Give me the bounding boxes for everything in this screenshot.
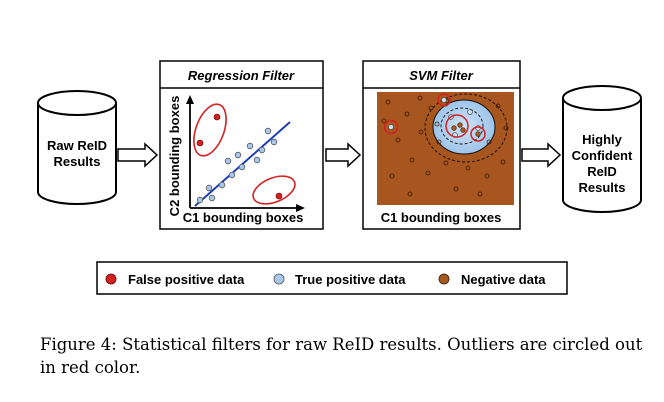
negative-point (457, 122, 463, 128)
legend-false-positive-label: False positive data (128, 272, 245, 287)
svm-filter-title: SVM Filter (409, 68, 474, 83)
output-database: Highly Confident ReID Results (562, 85, 642, 213)
legend-negative-label: Negative data (461, 272, 546, 287)
svm-filter-panel: SVM Filter (362, 60, 521, 230)
outlier-circle (252, 175, 296, 205)
regression-true-positive-points (196, 127, 278, 204)
outlier-circle (437, 93, 451, 107)
true-positive-point (218, 181, 226, 189)
svm-x-axis-label: C1 bounding boxes (381, 210, 502, 225)
true-positive-point (238, 163, 246, 171)
arrow-regression-to-svm (325, 142, 362, 168)
false-positive-point (213, 113, 221, 121)
true-positive-point (196, 196, 204, 204)
outlier-circle (383, 119, 399, 135)
outlier-circle (445, 114, 469, 138)
negative-point (460, 127, 466, 133)
true-positive-point (253, 156, 261, 164)
true-positive-point (270, 138, 278, 146)
svm-negative-points (381, 95, 509, 197)
red-dot-icon (105, 273, 117, 285)
legend: False positive data True positive data N… (96, 261, 568, 295)
true-positive-point (228, 171, 236, 179)
svm-inner-margin (440, 107, 484, 145)
regression-filter-panel: Regression Filter C1 bounding boxes C2 b… (159, 60, 324, 230)
true-positive-point (224, 157, 232, 165)
svm-outer-margin (424, 93, 508, 163)
false-positive-point (275, 192, 283, 200)
regression-x-axis-label: C1 bounding boxes (183, 210, 304, 225)
output-database-label-line-3: ReID (587, 164, 617, 179)
output-database-label-line-1: Highly (582, 132, 622, 147)
true-positive-point (208, 194, 216, 202)
input-database-label-line-1: Raw ReID (47, 138, 107, 153)
light-blue-dot-icon (273, 273, 285, 285)
true-positive-point (264, 127, 272, 135)
false-positive-point (196, 139, 204, 147)
outlier-circle (193, 103, 227, 157)
regression-y-axis-label: C2 bounding boxes (167, 96, 182, 217)
true-positive-point (388, 124, 394, 130)
true-positive-point (258, 146, 266, 154)
brown-dot-icon (438, 273, 450, 285)
true-positive-point (205, 184, 213, 192)
arrow-input-to-regression (117, 142, 159, 168)
true-positive-point (234, 151, 242, 159)
svm-decision-region (432, 99, 496, 155)
input-database: Raw ReID Results (37, 90, 117, 205)
output-database-label-line-4: Results (579, 180, 626, 195)
negative-point (475, 131, 481, 137)
legend-true-positive-label: True positive data (295, 272, 406, 287)
input-database-label-line-2: Results (54, 154, 101, 169)
outlier-circle (470, 126, 486, 142)
regression-filter-title: Regression Filter (188, 68, 295, 83)
figure-caption: Figure 4: Statistical filters for raw Re… (40, 335, 643, 377)
true-positive-point (246, 142, 254, 150)
negative-point (451, 125, 457, 131)
arrow-svm-to-output (521, 142, 562, 168)
output-database-label-line-2: Confident (572, 148, 633, 163)
